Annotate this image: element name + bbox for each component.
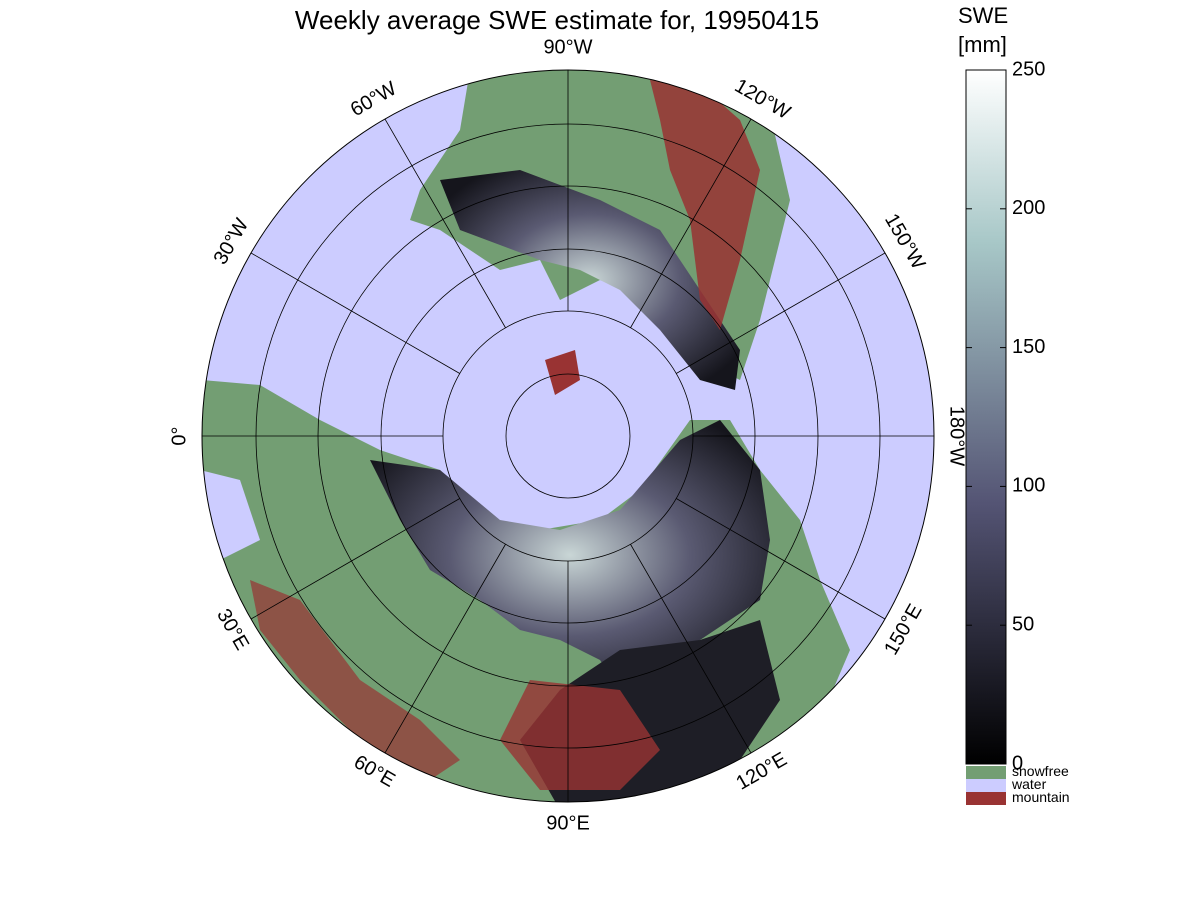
colorbar [965, 69, 1007, 765]
legend-swatch [966, 779, 1006, 792]
meridian [250, 252, 460, 374]
meridian [250, 498, 460, 620]
tick-label: 200 [1012, 197, 1045, 219]
meridian [384, 544, 506, 754]
graticule [202, 70, 934, 802]
legend-label: water [1011, 776, 1047, 792]
tick-label: 0 [1012, 752, 1023, 774]
map-area [202, 70, 934, 802]
legend-label: mountain [1012, 789, 1070, 805]
tick-label: 100 [1012, 475, 1045, 497]
meridian [676, 252, 886, 374]
lon-label: 0° [168, 426, 190, 445]
mountain [650, 80, 760, 330]
colorbar-label: [mm] [958, 32, 1007, 57]
lat-circle [505, 373, 631, 499]
lon-label: 180°W [946, 406, 968, 466]
legend-swatch [966, 766, 1006, 779]
meridian [630, 544, 752, 754]
meridian [676, 498, 886, 620]
legend-swatch [966, 792, 1006, 805]
legend-label: snowfree [1012, 763, 1069, 779]
lon-label: 90°E [546, 812, 590, 834]
mountain [250, 580, 460, 780]
map-title: Weekly average SWE estimate for, 1995041… [295, 5, 819, 35]
mountain [500, 680, 660, 790]
tick-label: 250 [1012, 58, 1045, 80]
colorbar-ticks: 0 50 100 150 200 250 [966, 58, 1045, 774]
mountain [545, 350, 580, 395]
tick-label: 50 [1012, 613, 1034, 635]
snow-cover [370, 420, 770, 690]
meridian [630, 118, 752, 328]
lon-label: 90°W [543, 36, 592, 58]
tick-label: 150 [1012, 336, 1045, 358]
snow-cover [440, 170, 740, 390]
colorbar-label: SWE [958, 3, 1008, 28]
map-frame [201, 69, 935, 803]
meridian [384, 118, 506, 328]
